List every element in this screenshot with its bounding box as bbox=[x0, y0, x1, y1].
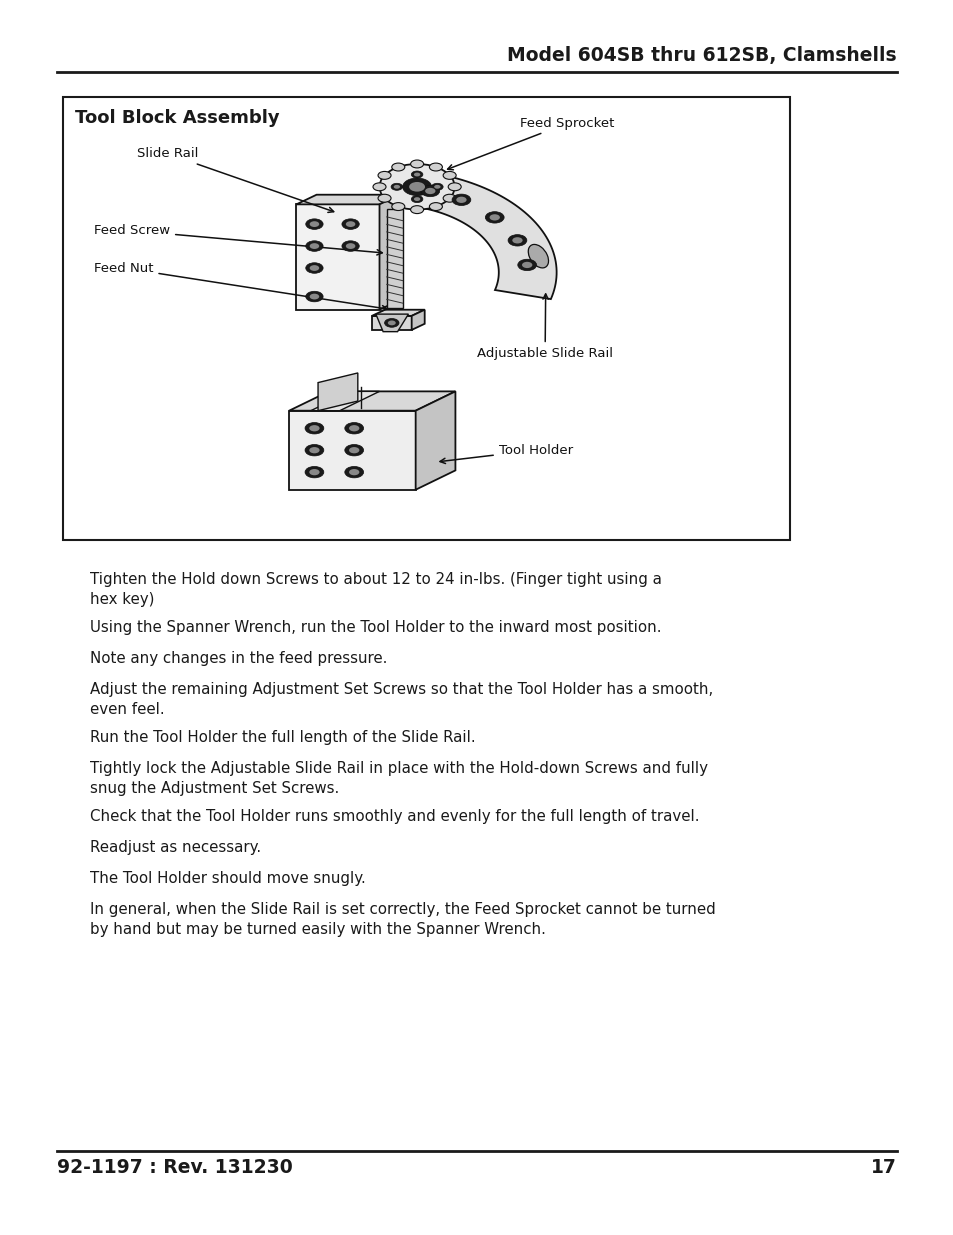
Polygon shape bbox=[317, 373, 357, 411]
Circle shape bbox=[402, 178, 431, 195]
Polygon shape bbox=[379, 195, 399, 310]
Circle shape bbox=[305, 445, 323, 456]
Circle shape bbox=[377, 194, 391, 203]
Circle shape bbox=[489, 214, 499, 221]
Text: Adjustable Slide Rail: Adjustable Slide Rail bbox=[476, 294, 613, 361]
Text: Tool Block Assembly: Tool Block Assembly bbox=[75, 109, 279, 127]
Circle shape bbox=[379, 164, 455, 210]
Circle shape bbox=[305, 467, 323, 478]
Text: Feed Sprocket: Feed Sprocket bbox=[447, 116, 615, 169]
Polygon shape bbox=[372, 316, 412, 330]
Circle shape bbox=[414, 173, 420, 177]
Circle shape bbox=[377, 172, 391, 179]
Text: Using the Spanner Wrench, run the Tool Holder to the inward most position.: Using the Spanner Wrench, run the Tool H… bbox=[90, 620, 660, 635]
Circle shape bbox=[344, 422, 363, 433]
Text: Note any changes in the feed pressure.: Note any changes in the feed pressure. bbox=[90, 651, 387, 666]
Circle shape bbox=[344, 445, 363, 456]
Text: 17: 17 bbox=[870, 1158, 896, 1177]
Circle shape bbox=[310, 243, 319, 249]
Circle shape bbox=[392, 203, 404, 210]
Circle shape bbox=[310, 221, 319, 227]
Polygon shape bbox=[372, 310, 424, 316]
Circle shape bbox=[344, 467, 363, 478]
Circle shape bbox=[456, 196, 466, 203]
Circle shape bbox=[443, 172, 456, 179]
Circle shape bbox=[420, 185, 439, 196]
Circle shape bbox=[309, 425, 319, 431]
Text: Model 604SB thru 612SB, Clamshells: Model 604SB thru 612SB, Clamshells bbox=[507, 46, 896, 65]
Circle shape bbox=[349, 469, 359, 475]
Circle shape bbox=[349, 447, 359, 453]
Text: Readjust as necessary.: Readjust as necessary. bbox=[90, 840, 261, 855]
Text: The Tool Holder should move snugly.: The Tool Holder should move snugly. bbox=[90, 871, 365, 885]
Text: Slide Rail: Slide Rail bbox=[137, 147, 334, 212]
Polygon shape bbox=[412, 310, 424, 330]
Circle shape bbox=[517, 259, 536, 270]
Text: 92-1197 : Rev. 131230: 92-1197 : Rev. 131230 bbox=[57, 1158, 293, 1177]
Circle shape bbox=[448, 183, 460, 190]
Circle shape bbox=[508, 235, 526, 246]
Circle shape bbox=[410, 206, 423, 214]
Circle shape bbox=[392, 163, 404, 170]
Text: Tightly lock the Adjustable Slide Rail in place with the Hold-down Screws and fu: Tightly lock the Adjustable Slide Rail i… bbox=[90, 761, 707, 795]
FancyBboxPatch shape bbox=[63, 98, 789, 540]
Circle shape bbox=[349, 425, 359, 431]
Circle shape bbox=[306, 219, 323, 230]
Circle shape bbox=[373, 183, 386, 190]
Bar bbox=[386, 209, 402, 308]
Circle shape bbox=[309, 469, 319, 475]
Circle shape bbox=[384, 319, 398, 327]
Circle shape bbox=[425, 188, 435, 194]
Polygon shape bbox=[289, 391, 455, 411]
Circle shape bbox=[345, 221, 355, 227]
Polygon shape bbox=[416, 391, 455, 490]
Circle shape bbox=[431, 183, 442, 190]
Circle shape bbox=[409, 182, 425, 191]
Circle shape bbox=[309, 447, 319, 453]
Circle shape bbox=[414, 198, 420, 201]
Circle shape bbox=[305, 422, 323, 433]
Circle shape bbox=[411, 195, 422, 203]
Circle shape bbox=[429, 203, 442, 210]
Circle shape bbox=[306, 263, 323, 273]
Circle shape bbox=[306, 241, 323, 252]
Circle shape bbox=[345, 243, 355, 249]
Text: Check that the Tool Holder runs smoothly and evenly for the full length of trave: Check that the Tool Holder runs smoothly… bbox=[90, 809, 699, 824]
Text: Tighten the Hold down Screws to about 12 to 24 in-lbs. (Finger tight using a
hex: Tighten the Hold down Screws to about 12… bbox=[90, 572, 661, 606]
Circle shape bbox=[521, 262, 532, 268]
Circle shape bbox=[341, 219, 359, 230]
Polygon shape bbox=[296, 195, 399, 204]
Polygon shape bbox=[289, 411, 416, 490]
Text: In general, when the Slide Rail is set correctly, the Feed Sprocket cannot be tu: In general, when the Slide Rail is set c… bbox=[90, 902, 715, 937]
Polygon shape bbox=[311, 391, 379, 411]
Circle shape bbox=[341, 241, 359, 252]
Circle shape bbox=[310, 294, 319, 299]
Ellipse shape bbox=[528, 245, 548, 268]
Circle shape bbox=[434, 185, 440, 189]
Circle shape bbox=[485, 211, 503, 224]
Circle shape bbox=[411, 170, 422, 178]
Circle shape bbox=[512, 237, 522, 243]
Circle shape bbox=[388, 320, 395, 325]
Circle shape bbox=[429, 163, 442, 170]
Polygon shape bbox=[390, 169, 556, 299]
Circle shape bbox=[394, 185, 399, 189]
Text: Run the Tool Holder the full length of the Slide Rail.: Run the Tool Holder the full length of t… bbox=[90, 730, 476, 745]
Text: Adjust the remaining Adjustment Set Screws so that the Tool Holder has a smooth,: Adjust the remaining Adjustment Set Scre… bbox=[90, 682, 713, 716]
Circle shape bbox=[443, 194, 456, 203]
Circle shape bbox=[306, 291, 323, 301]
Polygon shape bbox=[375, 314, 408, 332]
Polygon shape bbox=[296, 204, 379, 310]
Circle shape bbox=[310, 266, 319, 270]
Text: Feed Screw: Feed Screw bbox=[93, 225, 382, 254]
Circle shape bbox=[391, 183, 402, 190]
Text: Feed Nut: Feed Nut bbox=[93, 262, 387, 311]
Circle shape bbox=[410, 161, 423, 168]
Circle shape bbox=[452, 194, 471, 205]
Text: Tool Holder: Tool Holder bbox=[439, 443, 573, 463]
